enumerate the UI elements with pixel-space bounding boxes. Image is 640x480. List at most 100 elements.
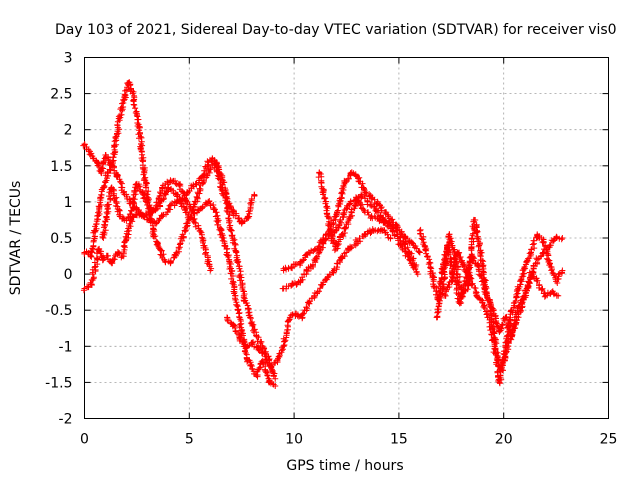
data-point bbox=[316, 249, 323, 256]
data-point bbox=[559, 267, 566, 274]
data-point bbox=[140, 213, 147, 220]
data-point bbox=[362, 231, 369, 238]
data-point bbox=[502, 314, 509, 321]
data-point bbox=[353, 238, 360, 245]
data-point bbox=[534, 256, 541, 263]
series-arc-b bbox=[81, 79, 279, 382]
data-point bbox=[112, 137, 119, 144]
data-point bbox=[253, 332, 260, 339]
data-point bbox=[203, 249, 210, 256]
data-point bbox=[555, 292, 562, 299]
data-point bbox=[100, 235, 107, 241]
data-point bbox=[115, 249, 122, 256]
data-point bbox=[112, 170, 119, 177]
data-point bbox=[303, 267, 310, 274]
data-point bbox=[247, 314, 254, 321]
data-point bbox=[81, 285, 88, 292]
data-point bbox=[81, 141, 88, 148]
data-point bbox=[309, 263, 316, 270]
data-point bbox=[530, 271, 537, 278]
data-point bbox=[368, 195, 375, 202]
data-point bbox=[542, 292, 549, 299]
data-point bbox=[377, 202, 384, 209]
data-point bbox=[274, 357, 281, 364]
data-point bbox=[536, 281, 543, 288]
data-point bbox=[205, 198, 212, 205]
data-point bbox=[351, 202, 358, 209]
x-axis-label: GPS time / hours bbox=[286, 458, 403, 474]
data-point bbox=[159, 213, 166, 220]
data-point bbox=[224, 314, 231, 321]
data-point bbox=[414, 271, 421, 278]
data-point bbox=[460, 263, 467, 270]
data-point bbox=[272, 383, 279, 390]
data-point bbox=[123, 235, 130, 241]
data-point bbox=[232, 292, 239, 299]
data-point bbox=[553, 278, 560, 285]
data-point bbox=[312, 292, 319, 299]
data-point bbox=[358, 191, 365, 198]
data-point bbox=[483, 292, 490, 299]
data-point bbox=[272, 375, 279, 382]
data-point bbox=[244, 357, 251, 364]
data-point bbox=[196, 227, 203, 234]
data-point bbox=[184, 220, 191, 227]
data-point bbox=[242, 343, 249, 350]
y-tick-label: -1.5 bbox=[45, 375, 72, 391]
data-point bbox=[540, 249, 547, 256]
y-tick-label: 2 bbox=[64, 123, 73, 139]
data-point bbox=[200, 177, 207, 184]
data-point bbox=[559, 235, 566, 241]
data-point bbox=[196, 206, 203, 213]
data-point bbox=[207, 166, 214, 173]
y-tick-label: 0 bbox=[64, 267, 73, 283]
data-point bbox=[335, 224, 342, 231]
data-point bbox=[364, 198, 371, 205]
data-point bbox=[238, 220, 245, 227]
data-point bbox=[280, 343, 287, 350]
y-tick-label: -1 bbox=[59, 339, 73, 355]
data-point bbox=[182, 206, 189, 213]
data-point bbox=[167, 177, 174, 184]
data-point bbox=[511, 321, 518, 328]
data-point bbox=[347, 198, 354, 205]
data-point bbox=[104, 170, 111, 177]
data-point bbox=[406, 256, 413, 263]
data-point bbox=[87, 281, 94, 288]
data-point bbox=[138, 141, 145, 148]
data-point bbox=[456, 299, 463, 306]
series-arc-e bbox=[224, 226, 394, 371]
data-point bbox=[91, 227, 98, 234]
data-point bbox=[448, 278, 455, 285]
data-point bbox=[173, 191, 180, 198]
y-tick-labels: -2 -1.5 -1 -0.5 0 0.5 1 1.5 2 2.5 3 bbox=[45, 51, 72, 428]
data-point bbox=[523, 285, 530, 292]
series-arc-c bbox=[80, 177, 279, 390]
x-tick-label: 10 bbox=[285, 432, 303, 448]
data-point bbox=[142, 177, 149, 184]
data-point bbox=[297, 260, 304, 267]
data-point bbox=[240, 292, 247, 299]
data-point bbox=[127, 213, 134, 220]
data-point bbox=[192, 180, 199, 187]
data-point bbox=[492, 350, 499, 357]
data-point bbox=[219, 177, 226, 184]
data-point bbox=[133, 112, 140, 119]
data-point bbox=[305, 249, 312, 256]
data-point bbox=[553, 235, 560, 241]
data-point bbox=[96, 245, 103, 252]
data-point bbox=[360, 206, 367, 213]
y-axis-label: SDTVAR / TECUs bbox=[8, 181, 24, 296]
data-point bbox=[341, 180, 348, 187]
data-point bbox=[534, 231, 541, 238]
data-point bbox=[509, 307, 516, 314]
data-point bbox=[286, 314, 293, 321]
data-point bbox=[108, 162, 115, 169]
data-point bbox=[546, 260, 553, 267]
data-point bbox=[207, 267, 214, 274]
x-tick-labels: 0 5 10 15 20 25 bbox=[80, 432, 617, 448]
data-point bbox=[341, 209, 348, 216]
series-markers bbox=[315, 169, 420, 276]
data-point bbox=[527, 249, 534, 256]
